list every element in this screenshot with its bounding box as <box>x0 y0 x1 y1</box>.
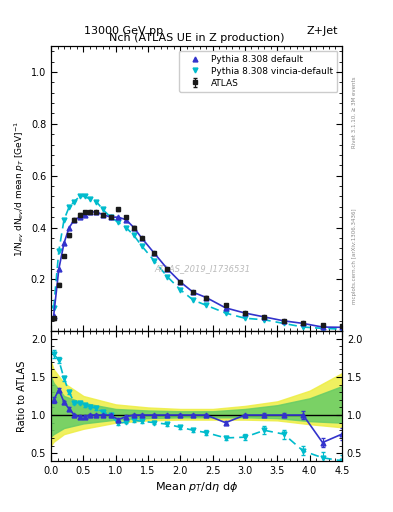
Text: mcplots.cern.ch [arXiv:1306.3436]: mcplots.cern.ch [arXiv:1306.3436] <box>352 208 357 304</box>
Text: Z+Jet: Z+Jet <box>307 26 338 36</box>
X-axis label: Mean $p_T$/d$\eta$ d$\phi$: Mean $p_T$/d$\eta$ d$\phi$ <box>155 480 238 494</box>
Pythia 8.308 default <box>262 314 267 320</box>
Text: ATLAS_2019_I1736531: ATLAS_2019_I1736531 <box>154 264 250 273</box>
Line: Pythia 8.308 default: Pythia 8.308 default <box>51 209 344 330</box>
Pythia 8.308 vincia-default <box>94 199 99 205</box>
Pythia 8.308 vincia-default <box>116 219 121 225</box>
Pythia 8.308 vincia-default <box>124 224 129 230</box>
Pythia 8.308 default <box>281 318 286 324</box>
Pythia 8.308 default <box>178 279 183 285</box>
Pythia 8.308 vincia-default <box>262 317 267 323</box>
Pythia 8.308 default <box>51 312 56 318</box>
Line: Pythia 8.308 vincia-default: Pythia 8.308 vincia-default <box>51 194 344 332</box>
Pythia 8.308 default <box>139 235 144 241</box>
Pythia 8.308 vincia-default <box>62 217 66 223</box>
Pythia 8.308 vincia-default <box>301 324 305 330</box>
Pythia 8.308 default <box>152 250 157 257</box>
Title: Nch (ATLAS UE in Z production): Nch (ATLAS UE in Z production) <box>109 33 284 42</box>
Pythia 8.308 vincia-default <box>101 206 105 212</box>
Pythia 8.308 default <box>124 217 129 223</box>
Pythia 8.308 vincia-default <box>204 302 209 308</box>
Pythia 8.308 default <box>301 321 305 327</box>
Pythia 8.308 default <box>191 289 196 295</box>
Pythia 8.308 default <box>340 324 344 330</box>
Pythia 8.308 vincia-default <box>72 199 77 205</box>
Pythia 8.308 default <box>62 240 66 246</box>
Pythia 8.308 default <box>72 217 77 223</box>
Pythia 8.308 default <box>131 224 136 230</box>
Y-axis label: 1/N$_{ev}$ dN$_{ev}$/d mean $p_T$ [GeV]$^{-1}$: 1/N$_{ev}$ dN$_{ev}$/d mean $p_T$ [GeV]$… <box>12 121 27 257</box>
Pythia 8.308 vincia-default <box>281 321 286 327</box>
Pythia 8.308 vincia-default <box>67 204 72 210</box>
Pythia 8.308 vincia-default <box>178 287 183 293</box>
Pythia 8.308 default <box>242 310 247 316</box>
Pythia 8.308 vincia-default <box>51 305 56 311</box>
Pythia 8.308 default <box>204 294 209 301</box>
Pythia 8.308 vincia-default <box>83 194 87 200</box>
Legend: Pythia 8.308 default, Pythia 8.308 vincia-default, ATLAS: Pythia 8.308 default, Pythia 8.308 vinci… <box>179 51 338 92</box>
Pythia 8.308 vincia-default <box>108 214 113 220</box>
Pythia 8.308 default <box>116 214 121 220</box>
Pythia 8.308 default <box>108 214 113 220</box>
Pythia 8.308 vincia-default <box>165 274 170 280</box>
Pythia 8.308 default <box>94 209 99 215</box>
Pythia 8.308 default <box>83 211 87 218</box>
Pythia 8.308 default <box>320 324 325 330</box>
Pythia 8.308 default <box>67 224 72 230</box>
Pythia 8.308 vincia-default <box>340 326 344 332</box>
Pythia 8.308 vincia-default <box>139 243 144 249</box>
Pythia 8.308 default <box>57 266 61 272</box>
Pythia 8.308 vincia-default <box>131 232 136 239</box>
Pythia 8.308 vincia-default <box>88 196 92 202</box>
Pythia 8.308 vincia-default <box>223 310 228 316</box>
Y-axis label: Ratio to ATLAS: Ratio to ATLAS <box>17 360 27 432</box>
Pythia 8.308 vincia-default <box>77 194 82 200</box>
Text: Rivet 3.1.10, ≥ 3M events: Rivet 3.1.10, ≥ 3M events <box>352 77 357 148</box>
Pythia 8.308 default <box>88 209 92 215</box>
Pythia 8.308 vincia-default <box>320 325 325 331</box>
Pythia 8.308 default <box>77 214 82 220</box>
Text: 13000 GeV pp: 13000 GeV pp <box>84 26 163 36</box>
Pythia 8.308 default <box>223 305 228 311</box>
Pythia 8.308 vincia-default <box>152 258 157 264</box>
Pythia 8.308 vincia-default <box>242 315 247 322</box>
Pythia 8.308 vincia-default <box>57 248 61 254</box>
Pythia 8.308 vincia-default <box>191 297 196 303</box>
Pythia 8.308 default <box>101 211 105 218</box>
Pythia 8.308 default <box>165 266 170 272</box>
